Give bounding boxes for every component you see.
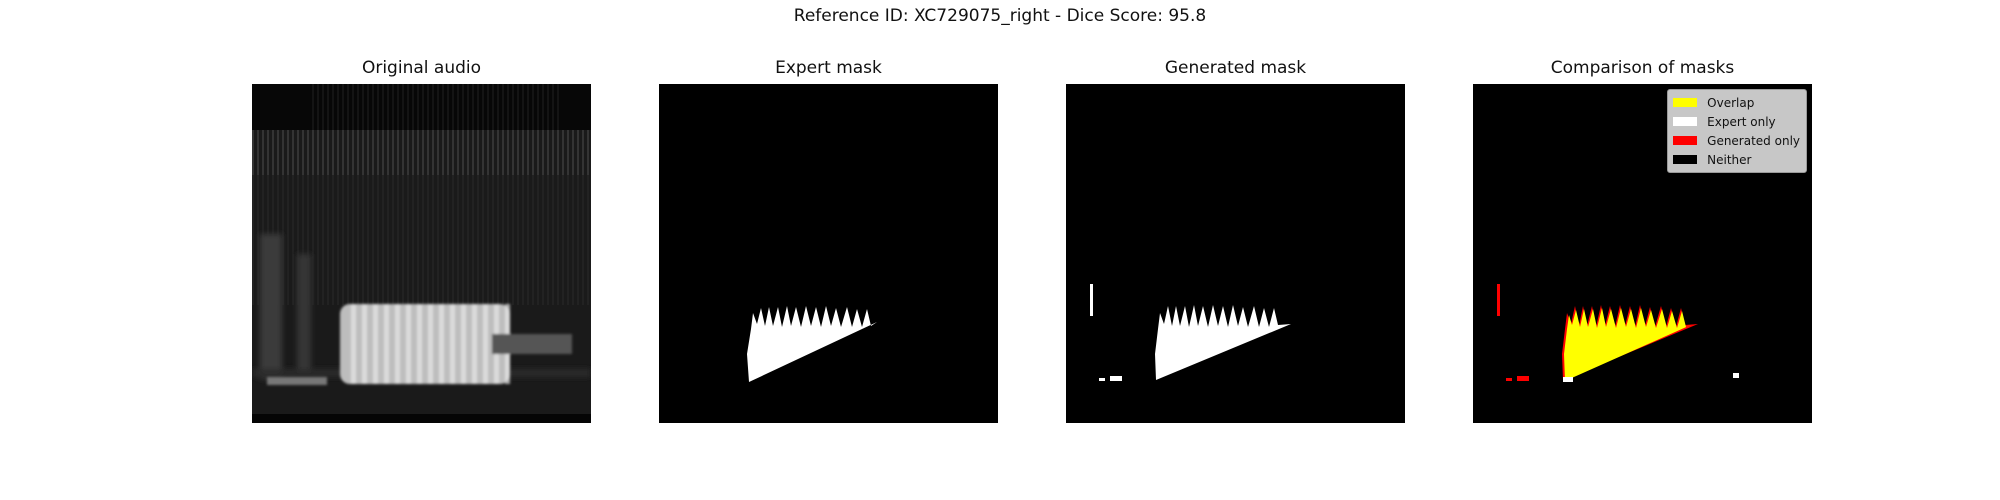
legend-swatch-expert-only [1673,117,1698,126]
comparison-mask-shape: Overlap Expert only Generated only Neith… [1473,84,1812,423]
panel-title-generated-mask: Generated mask [1164,58,1307,78]
expert-mask-image [659,84,998,423]
legend-item-expert-only: Expert only [1673,112,1800,131]
generated-mask-image [1066,84,1405,423]
panel-title-comparison: Comparison of masks [1550,58,1735,78]
legend-label-generated-only: Generated only [1707,133,1800,148]
legend: Overlap Expert only Generated only Neith… [1667,89,1807,173]
legend-label-expert-only: Expert only [1707,114,1776,129]
panel-title-original-audio: Original audio [361,58,482,78]
legend-item-neither: Neither [1673,150,1800,169]
legend-label-overlap: Overlap [1707,95,1755,110]
generated-mask-shape [1066,84,1405,423]
legend-item-generated-only: Generated only [1673,131,1800,150]
legend-swatch-overlap [1673,98,1698,107]
legend-swatch-generated-only [1673,136,1698,145]
legend-swatch-neither [1673,155,1698,164]
legend-label-neither: Neither [1707,152,1752,167]
legend-item-overlap: Overlap [1673,93,1800,112]
figure-title: Reference ID: XC729075_right - Dice Scor… [793,6,1207,26]
expert-mask-shape [659,84,998,423]
comparison-mask-image: Overlap Expert only Generated only Neith… [1473,84,1812,423]
original-audio-spectrogram [252,84,591,423]
panel-title-expert-mask: Expert mask [775,58,882,78]
spectrogram-image [252,84,591,423]
